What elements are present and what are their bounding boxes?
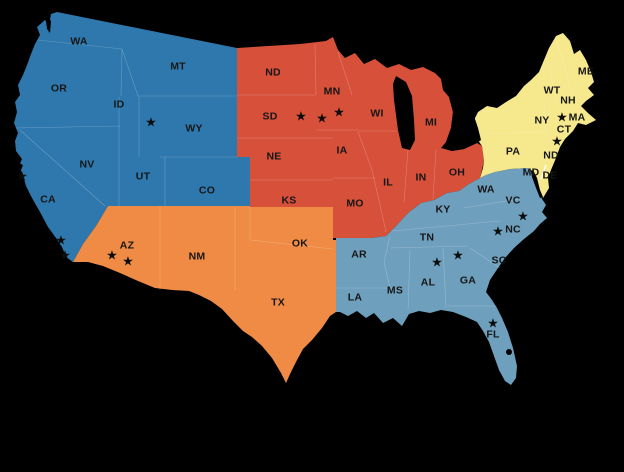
lake-michigan-shape <box>393 76 415 150</box>
capital-star-icon: ★ <box>487 317 499 332</box>
state-label-or-west: OR <box>51 83 67 95</box>
capital-star-icon: ★ <box>556 111 568 126</box>
state-label-wy-west: WY <box>185 123 202 135</box>
state-label-oh-midwest: OH <box>449 167 465 179</box>
san-francisco-bay-shape <box>16 162 23 170</box>
state-label-ar-southeast: AR <box>351 249 367 261</box>
state-label-tn-southeast: TN <box>420 232 434 244</box>
capital-star-icon: ★ <box>551 135 563 150</box>
state-label-nd-midwest: ND <box>265 67 281 79</box>
region-west[interactable] <box>14 12 250 262</box>
state-label-ca-west: CA <box>40 194 56 206</box>
state-label-ga-southeast: GA <box>460 275 476 287</box>
state-label-ms-southeast: MS <box>387 285 403 297</box>
state-label-il-midwest: IL <box>383 177 393 189</box>
capital-star-icon: ★ <box>55 234 67 249</box>
puget-sound-shape <box>46 16 51 33</box>
state-label-ks-midwest: KS <box>282 195 297 207</box>
state-label-co-west: CO <box>199 185 215 197</box>
state-label-fl-southeast: FL <box>486 329 500 341</box>
state-label-ut-west: UT <box>136 171 151 183</box>
capital-star-icon: ★ <box>517 210 529 225</box>
state-label-id-west: ID <box>114 99 125 111</box>
capital-star-icon: ★ <box>59 249 71 264</box>
leader-line <box>540 164 547 180</box>
state-label-pa-northeast: PA <box>506 146 520 158</box>
state-label-ok-southwest: OK <box>292 238 308 250</box>
state-label-mt-west: MT <box>170 61 186 73</box>
state-label-sc-southeast: SC <box>492 255 507 267</box>
state-label-ct-northeast: CT <box>557 124 572 136</box>
state-label-wa-southeast: WA <box>477 184 495 196</box>
state-label-nv-west: NV <box>80 159 95 171</box>
capital-star-icon: ★ <box>333 106 345 121</box>
capital-star-icon: ★ <box>316 112 328 127</box>
state-label-az-southwest: AZ <box>120 240 135 252</box>
capital-star-icon: ★ <box>145 116 157 131</box>
state-label-ky-southeast: KY <box>436 204 451 216</box>
state-label-nm-southwest: NM <box>189 251 206 263</box>
capital-star-icon: ★ <box>106 249 118 264</box>
state-label-wi-midwest: WI <box>370 108 383 120</box>
state-label-wa-west: WA <box>70 36 88 48</box>
region-northeast[interactable] <box>473 33 596 198</box>
capital-star-icon: ★ <box>122 255 134 270</box>
lake-okeechobee-shape <box>506 349 512 355</box>
chesapeake-bay-shape <box>531 170 543 198</box>
state-label-md-northeast: MD <box>523 167 540 179</box>
state-label-al-southeast: AL <box>421 277 436 289</box>
state-label-ia-midwest: IA <box>337 145 348 157</box>
state-label-mo-midwest: MO <box>346 198 363 210</box>
region-southwest[interactable] <box>73 206 336 383</box>
state-label-ma-northeast: MA <box>569 112 586 124</box>
state-label-sd-midwest: SD <box>263 111 278 123</box>
state-label-tx-southwest: TX <box>271 297 285 309</box>
state-label-nh-northeast: NH <box>560 95 576 107</box>
state-label-nd-northeast: ND <box>543 150 559 162</box>
state-label-mi-midwest: MI <box>425 117 437 129</box>
lake-huron-erie-shape <box>443 76 481 151</box>
state-label-vc-southeast: VC <box>506 195 521 207</box>
capital-star-icon: ★ <box>492 225 504 240</box>
state-label-la-southeast: LA <box>348 292 363 304</box>
state-border-lines <box>15 39 574 311</box>
state-labels-layer: WA OR CA ID NV MT WY UT CO ND SD NE KS MN IA MO WI IL IN MI… <box>40 36 594 341</box>
capital-stars-layer: ★★★★ ★ ★★ ★ ★ ★★★★★★★ <box>16 106 568 332</box>
state-label-nc-southeast: NC <box>505 224 521 236</box>
capital-star-icon: ★ <box>431 256 443 271</box>
state-label-in-midwest: IN <box>416 172 427 184</box>
state-label-de-northeast: DE <box>543 170 558 182</box>
capital-star-icon: ★ <box>16 170 28 185</box>
state-label-mn-midwest: MN <box>324 86 341 98</box>
state-label-ny-northeast: NY <box>535 115 550 127</box>
region-southeast[interactable] <box>336 168 547 385</box>
capital-star-icon: ★ <box>295 110 307 125</box>
state-label-wt-northeast: WT <box>544 85 561 97</box>
capital-star-icon: ★ <box>452 249 464 264</box>
state-label-me-northeast: ME <box>578 66 594 78</box>
state-label-ne-midwest: NE <box>267 151 282 163</box>
region-midwest[interactable] <box>237 37 484 238</box>
